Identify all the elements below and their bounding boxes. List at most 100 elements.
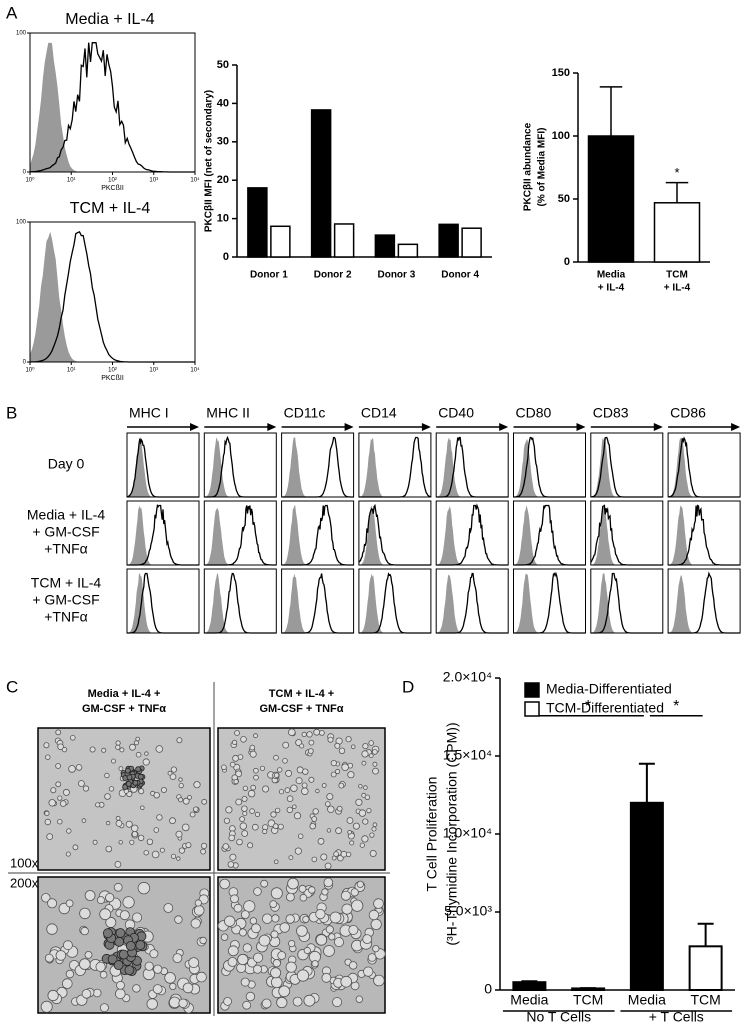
cell — [270, 967, 282, 979]
cell — [285, 914, 295, 924]
row-label: + GM-CSF — [32, 524, 99, 540]
cell — [290, 784, 298, 792]
cell-cluster — [125, 781, 132, 787]
condition-label: Media + IL-4 + — [88, 688, 161, 700]
x-tick-label: Donor 3 — [377, 270, 415, 281]
marker-arrowhead — [190, 423, 199, 431]
cell — [239, 816, 246, 822]
cell — [84, 951, 93, 959]
cell — [287, 728, 296, 736]
cell — [232, 739, 238, 746]
x-tick-label: Donor 2 — [314, 270, 352, 281]
cell — [271, 914, 280, 923]
cell — [330, 759, 337, 767]
cell — [61, 746, 68, 753]
cell — [356, 880, 364, 888]
cell — [242, 785, 249, 791]
cell — [105, 892, 115, 903]
cell — [115, 820, 123, 827]
cell — [81, 988, 92, 999]
cell — [328, 933, 336, 941]
cell — [144, 751, 149, 756]
y-tick-label: 0 — [23, 360, 27, 366]
isotype-histogram — [204, 573, 277, 633]
cell — [78, 780, 85, 787]
significance: * — [673, 698, 679, 715]
plot-frame — [667, 500, 741, 566]
marker-arrowhead — [267, 423, 277, 431]
y-tick-label: 1.0×10⁴ — [443, 825, 492, 841]
cell — [308, 739, 315, 746]
cell — [309, 823, 316, 830]
cell — [295, 777, 303, 785]
bar — [512, 981, 547, 992]
y-tick-label: 20 — [217, 174, 229, 186]
cell — [340, 890, 351, 901]
cell — [369, 850, 377, 858]
cell — [48, 799, 56, 807]
cell — [355, 995, 363, 1003]
condition-label: GM-CSF + TNFα — [82, 703, 166, 715]
cell-cluster — [115, 928, 126, 938]
cell — [82, 785, 90, 792]
y-tick-label: 40 — [217, 97, 229, 109]
cell — [334, 742, 341, 749]
magnification: 100x — [10, 855, 39, 870]
cell — [313, 728, 321, 736]
x-tick-label: Media — [597, 270, 626, 281]
cell — [199, 936, 207, 945]
cell — [241, 830, 249, 837]
cell — [138, 788, 145, 795]
cell — [262, 785, 270, 793]
cell — [153, 827, 160, 833]
plot-frame — [203, 500, 277, 566]
isotype-histogram — [204, 437, 277, 497]
cell — [96, 896, 105, 905]
cell — [44, 953, 54, 963]
cell — [361, 760, 367, 766]
bar — [270, 225, 291, 258]
cell — [169, 773, 177, 780]
plot-frame — [435, 500, 509, 566]
cell — [303, 994, 316, 1007]
cell — [359, 842, 365, 848]
cell — [358, 784, 363, 789]
bar — [310, 109, 332, 258]
cell — [143, 850, 149, 856]
cell — [351, 899, 364, 912]
cell — [252, 823, 259, 831]
cell — [222, 843, 230, 850]
cell — [227, 945, 239, 957]
cell — [242, 943, 252, 953]
cell — [262, 913, 273, 924]
isotype-histogram — [668, 505, 741, 565]
plot-frame — [281, 568, 355, 634]
condition-label: TCM + IL-4 + — [269, 688, 334, 700]
cell — [178, 777, 183, 782]
cell — [113, 882, 123, 892]
cell — [240, 735, 247, 743]
marker-label: CD14 — [361, 405, 397, 421]
x-tick-label: 10⁰ — [25, 367, 35, 374]
y-tick-label: 0 — [23, 170, 27, 176]
cell — [276, 996, 288, 1009]
cell — [185, 842, 192, 849]
cell — [135, 751, 142, 758]
cell — [315, 908, 326, 920]
cell — [261, 998, 272, 1009]
cell — [59, 800, 67, 807]
isotype-histogram — [590, 573, 663, 633]
cell — [288, 939, 296, 948]
row-label: TCM + IL-4 — [31, 575, 102, 591]
isotype-histogram — [30, 42, 195, 173]
cell — [296, 925, 308, 937]
cell-cluster — [135, 940, 146, 950]
cell — [347, 771, 355, 779]
x-tick-label: Donor 4 — [441, 270, 479, 281]
cell — [72, 844, 79, 851]
cell — [292, 996, 303, 1007]
cell — [350, 744, 356, 750]
cell — [149, 949, 159, 959]
cell-cluster — [103, 928, 113, 939]
cell — [270, 811, 277, 818]
